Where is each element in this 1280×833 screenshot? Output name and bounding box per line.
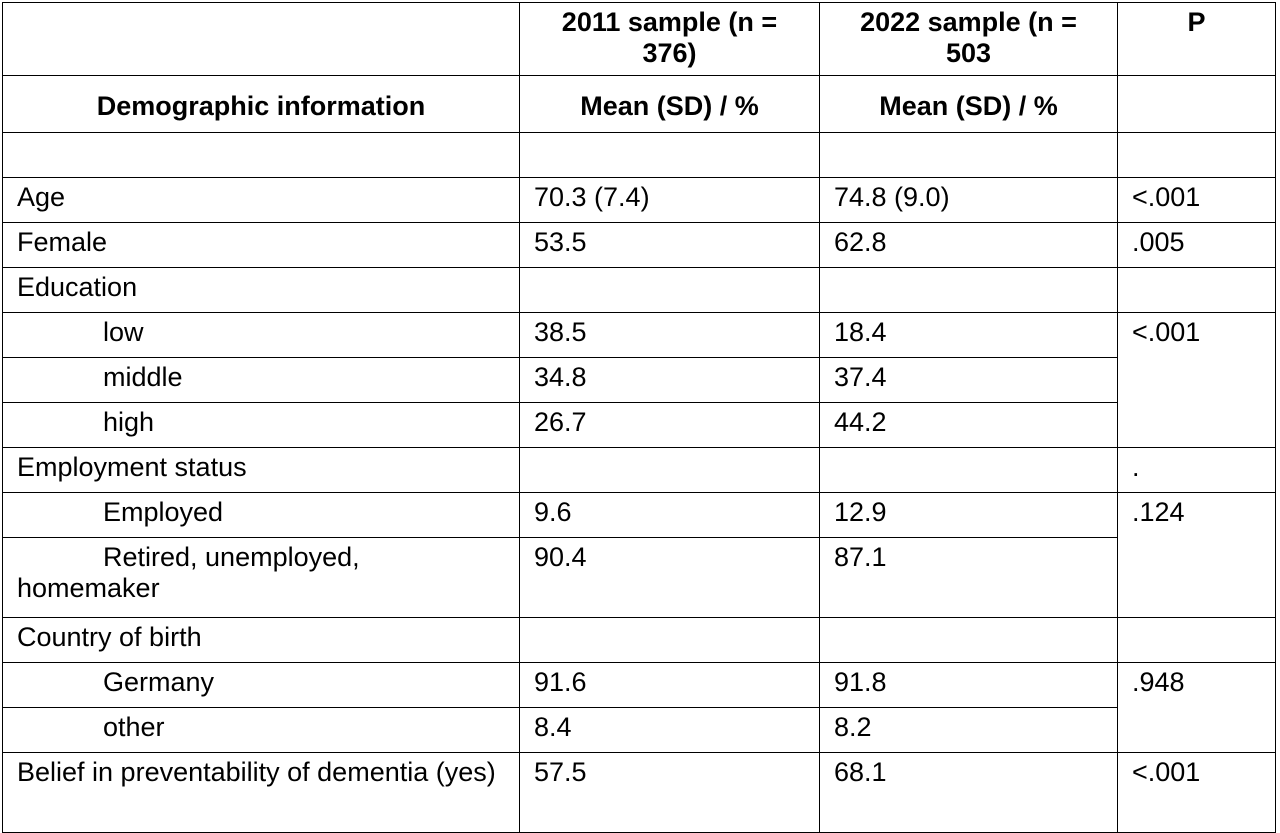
table-row: Female 53.5 62.8 .005 xyxy=(2,222,1276,268)
value-2011: 38.5 xyxy=(519,312,820,358)
table-row: Germany 91.6 91.8 .948 xyxy=(2,662,1276,753)
row-label: other xyxy=(2,707,520,753)
row-label: Age xyxy=(2,177,520,223)
table-row: Country of birth xyxy=(2,617,1276,663)
p-value: .124 xyxy=(1117,492,1276,618)
table-row: Age 70.3 (7.4) 74.8 (9.0) <.001 xyxy=(2,177,1276,223)
value-2011 xyxy=(519,617,820,663)
row-label: low xyxy=(2,312,520,358)
header-row-top: 2011 sample (n = 376) 2022 sample (n = 5… xyxy=(2,2,1276,76)
p-value: .005 xyxy=(1117,222,1276,268)
value-2011: 34.8 xyxy=(519,357,820,403)
value-2011: 70.3 (7.4) xyxy=(519,177,820,223)
header-2011-sample: 2011 sample (n = 376) xyxy=(519,2,820,76)
value-2022 xyxy=(819,267,1118,313)
table-row: Belief in preventability of dementia (ye… xyxy=(2,752,1276,833)
value-2022: 91.8 xyxy=(819,662,1118,708)
blank-cell xyxy=(519,132,820,178)
header-mean-sd-2022: Mean (SD) / % xyxy=(819,75,1118,133)
table-row: low 38.5 18.4 <.001 xyxy=(2,312,1276,448)
value-2022: 74.8 (9.0) xyxy=(819,177,1118,223)
table-row: middle 34.8 37.4 xyxy=(2,357,1276,403)
row-label: Retired, unemployed, homemaker xyxy=(2,537,520,618)
value-2011: 91.6 xyxy=(519,662,820,708)
value-2011: 57.5 xyxy=(519,752,820,833)
table-row: Education xyxy=(2,267,1276,313)
row-label: Germany xyxy=(2,662,520,708)
header-demographic-information: Demographic information xyxy=(2,75,520,133)
row-label: Female xyxy=(2,222,520,268)
value-2011: 9.6 xyxy=(519,492,820,538)
value-2022: 44.2 xyxy=(819,402,1118,448)
table-row: other 8.4 8.2 xyxy=(2,707,1276,753)
blank-row xyxy=(2,132,1276,178)
row-label: middle xyxy=(2,357,520,403)
value-2022 xyxy=(819,447,1118,493)
value-2022: 87.1 xyxy=(819,537,1118,618)
p-value: <.001 xyxy=(1117,752,1276,833)
value-2022: 68.1 xyxy=(819,752,1118,833)
value-2011 xyxy=(519,267,820,313)
p-value: <.001 xyxy=(1117,177,1276,223)
table-row: Employment status . xyxy=(2,447,1276,493)
row-label: Country of birth xyxy=(2,617,520,663)
p-value xyxy=(1117,267,1276,313)
p-value: . xyxy=(1117,447,1276,493)
value-2022 xyxy=(819,617,1118,663)
value-2011 xyxy=(519,447,820,493)
table-row: high 26.7 44.2 xyxy=(2,402,1276,448)
p-value xyxy=(1117,617,1276,663)
header-cell-empty xyxy=(2,2,520,76)
p-value: .948 xyxy=(1117,662,1276,753)
header-p: P xyxy=(1117,2,1276,76)
value-2011: 53.5 xyxy=(519,222,820,268)
value-2022: 37.4 xyxy=(819,357,1118,403)
table-row: Retired, unemployed, homemaker 90.4 87.1 xyxy=(2,537,1276,618)
row-label: high xyxy=(2,402,520,448)
p-value: <.001 xyxy=(1117,312,1276,448)
header-2022-sample: 2022 sample (n = 503 xyxy=(819,2,1118,76)
row-label: Employment status xyxy=(2,447,520,493)
blank-cell xyxy=(819,132,1118,178)
table-row: Employed 9.6 12.9 .124 xyxy=(2,492,1276,618)
value-2011: 26.7 xyxy=(519,402,820,448)
value-2022: 18.4 xyxy=(819,312,1118,358)
row-label: Employed xyxy=(2,492,520,538)
value-2022: 12.9 xyxy=(819,492,1118,538)
value-2011: 90.4 xyxy=(519,537,820,618)
row-label: Belief in preventability of dementia (ye… xyxy=(2,752,520,833)
row-label: Education xyxy=(2,267,520,313)
value-2022: 8.2 xyxy=(819,707,1118,753)
blank-cell xyxy=(1117,132,1276,178)
blank-cell xyxy=(2,132,520,178)
value-2022: 62.8 xyxy=(819,222,1118,268)
header-p-sub xyxy=(1117,75,1276,133)
header-row-sub: Demographic information Mean (SD) / % Me… xyxy=(2,75,1276,133)
header-mean-sd-2011: Mean (SD) / % xyxy=(519,75,820,133)
value-2011: 8.4 xyxy=(519,707,820,753)
